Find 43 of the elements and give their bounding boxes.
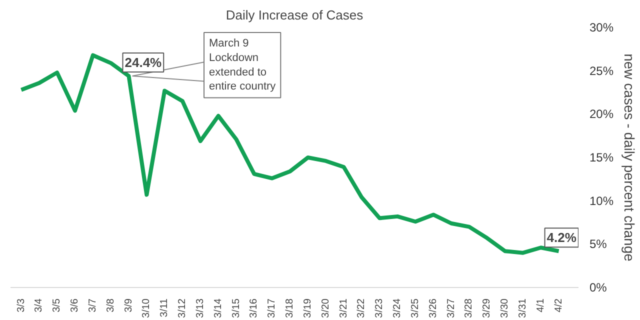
annotation: March 9 Lockdown extended to entire country [209,38,276,93]
x-tick-label: 3/27 [446,298,457,318]
y-tick-label: 30% [590,20,614,34]
x-tick-label: 3/31 [517,298,528,318]
x-tick-label: 3/11 [159,298,170,318]
x-tick-label: 3/19 [302,298,314,318]
x-tick-label: 3/16 [248,298,260,318]
x-tick-label: 3/13 [194,298,206,318]
y-tick-label: 0% [590,280,608,294]
y-tick-label: 20% [590,107,614,122]
x-tick-label: 3/3 [16,298,27,312]
x-tick-label: 3/8 [105,298,116,312]
y-tick-label: 10% [590,194,614,208]
x-tick-label: 3/14 [212,298,224,318]
x-tick-label: 3/20 [320,298,332,318]
x-tick-label: 3/23 [374,298,386,318]
x-tick-label: 3/10 [141,298,152,318]
x-tick-label: 3/24 [392,298,404,318]
x-tick-label: 3/7 [87,298,98,312]
data-label: 24.4% [124,55,162,70]
x-tick-label: 3/28 [464,298,475,318]
x-tick-label: 3/5 [52,298,63,312]
x-tick-label: 4/2 [553,298,564,312]
x-tick-label: 3/6 [70,298,81,312]
x-tick-label: 3/9 [123,298,134,312]
x-tick-label: 3/17 [266,298,278,318]
y-tick-label: 15% [590,150,614,164]
x-tick-label: 3/30 [500,298,511,318]
x-tick-label: 4/1 [535,298,546,312]
y-axis-title: new cases - daily percent change [622,54,638,262]
data-label: 4.2% [546,230,577,246]
x-tick-label: 3/18 [284,298,296,318]
x-tick-label: 3/21 [338,298,350,318]
chart-title: Daily Increase of Cases [226,8,364,22]
x-tick-label: 3/12 [177,298,188,318]
x-tick-label: 3/26 [428,298,439,318]
x-tick-label: 3/29 [482,298,493,318]
x-tick-label: 3/25 [410,298,421,318]
y-tick-label: 25% [590,64,614,78]
x-tick-label: 3/4 [34,298,45,312]
x-tick-label: 3/22 [356,298,368,318]
x-tick-label: 3/15 [230,298,242,318]
y-tick-label: 5% [590,237,608,252]
